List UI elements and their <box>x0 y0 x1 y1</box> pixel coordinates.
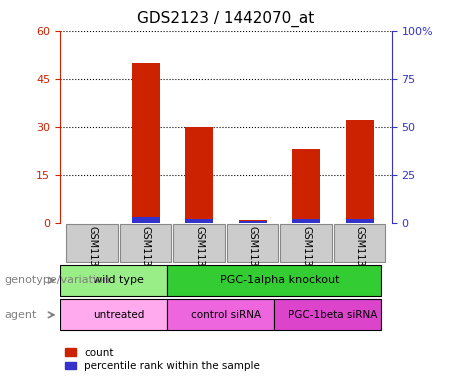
Bar <box>239 220 267 223</box>
FancyBboxPatch shape <box>280 223 332 262</box>
Bar <box>292 149 320 223</box>
FancyBboxPatch shape <box>274 300 381 330</box>
FancyBboxPatch shape <box>60 265 167 296</box>
Bar <box>346 120 374 223</box>
Text: genotype/variation: genotype/variation <box>5 275 111 285</box>
FancyBboxPatch shape <box>167 300 274 330</box>
FancyBboxPatch shape <box>66 223 118 262</box>
Title: GDS2123 / 1442070_at: GDS2123 / 1442070_at <box>137 10 314 26</box>
Text: PGC-1alpha knockout: PGC-1alpha knockout <box>220 275 339 285</box>
FancyBboxPatch shape <box>227 223 278 262</box>
FancyBboxPatch shape <box>173 223 225 262</box>
FancyBboxPatch shape <box>120 223 171 262</box>
Text: agent: agent <box>5 310 37 320</box>
FancyBboxPatch shape <box>167 265 381 296</box>
Text: GSM113464: GSM113464 <box>355 226 365 285</box>
Legend: count, percentile rank within the sample: count, percentile rank within the sample <box>65 348 260 371</box>
FancyBboxPatch shape <box>334 223 385 262</box>
Bar <box>185 127 213 223</box>
Bar <box>131 63 160 223</box>
Bar <box>292 219 320 223</box>
Bar <box>185 219 213 223</box>
Bar <box>239 221 267 223</box>
Text: untreated: untreated <box>93 310 144 320</box>
Text: control siRNA: control siRNA <box>191 310 261 320</box>
Text: wild type: wild type <box>94 275 144 285</box>
Bar <box>131 217 160 223</box>
FancyBboxPatch shape <box>60 300 167 330</box>
Text: GSM113411: GSM113411 <box>141 226 151 285</box>
Text: GSM113463: GSM113463 <box>301 226 311 285</box>
Text: PGC-1beta siRNA: PGC-1beta siRNA <box>288 310 378 320</box>
Text: GSM113409: GSM113409 <box>87 226 97 285</box>
Text: GSM113461: GSM113461 <box>194 226 204 285</box>
Bar <box>346 219 374 223</box>
Text: GSM113462: GSM113462 <box>248 226 258 285</box>
